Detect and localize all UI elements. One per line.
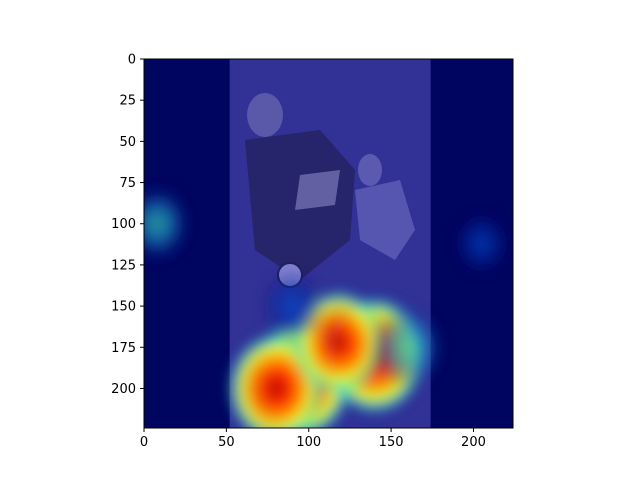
heat-hotspot	[144, 185, 191, 263]
x-tick-label: 100	[296, 435, 321, 450]
y-tick-label: 50	[119, 135, 136, 150]
x-axis: 0 50 100 150 200	[140, 428, 486, 450]
x-tick-label: 50	[218, 435, 235, 450]
y-tick-label: 100	[111, 217, 136, 232]
heat-hotspot	[454, 211, 510, 276]
y-tick-label: 125	[111, 258, 136, 273]
plot-area	[144, 59, 513, 428]
y-tick-label: 75	[119, 176, 136, 191]
x-tick-label: 0	[140, 435, 148, 450]
y-tick-label: 150	[111, 300, 136, 315]
x-tick-label: 200	[461, 435, 486, 450]
heat-overlay	[144, 185, 510, 428]
x-tick-label: 150	[379, 435, 404, 450]
heat-hotspot	[370, 305, 445, 390]
y-tick-label: 200	[111, 382, 136, 397]
heat-hotspot	[262, 271, 323, 341]
y-tick-label: 25	[119, 94, 136, 109]
y-tick-label: 175	[111, 341, 136, 356]
y-tick-label: 0	[128, 53, 136, 68]
axes-frame	[143, 58, 514, 429]
y-axis: 0 25 50 75 100 125 150 175 200	[111, 53, 144, 397]
